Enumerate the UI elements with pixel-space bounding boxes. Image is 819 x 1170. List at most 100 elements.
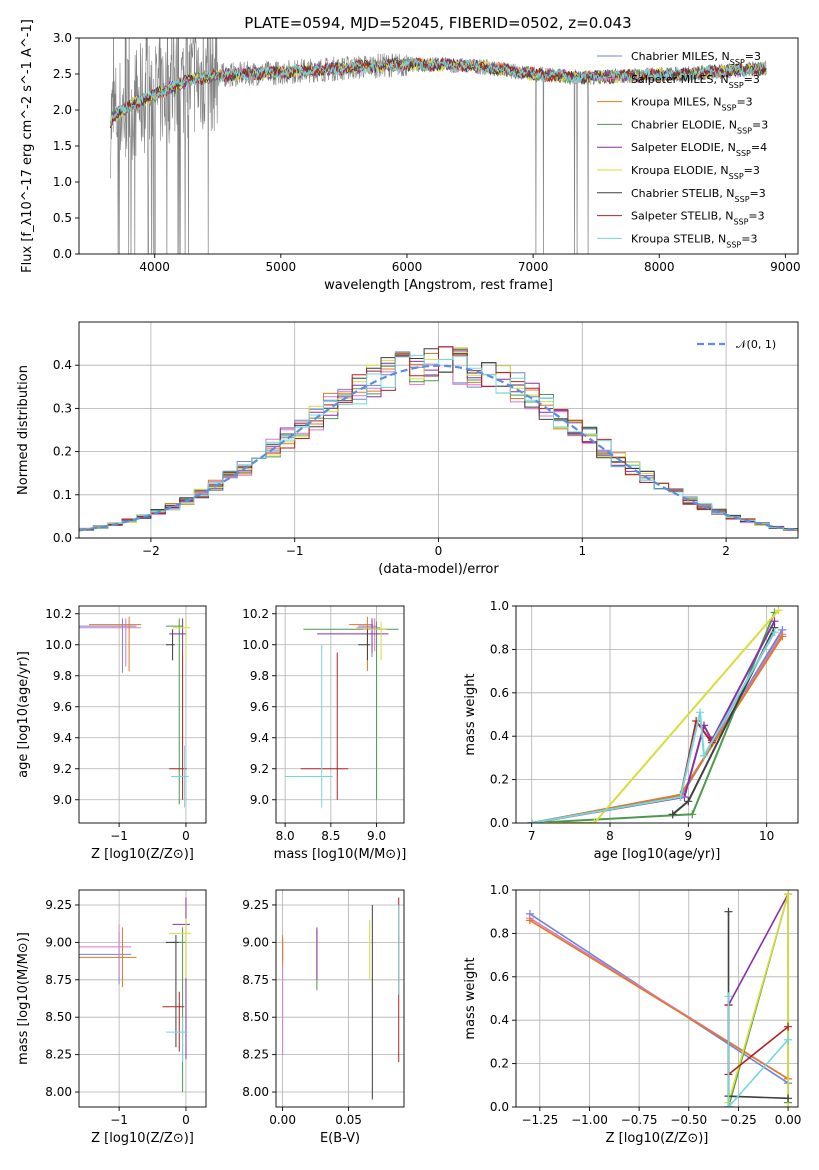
legend-nssp-sub: SSP — [736, 149, 751, 158]
x-tick-label: 9000 — [770, 260, 801, 274]
legend-model-name: Salpeter MILES — [631, 73, 713, 86]
x-axis-label: Z [log10(Z/Z⊙)] — [606, 1131, 709, 1146]
errorbar-point-5 — [172, 619, 190, 659]
series-line-2 — [529, 919, 789, 1080]
axes-frame — [515, 605, 799, 824]
errorbar-point-0 — [79, 931, 132, 985]
legend-nssp-eq: = — [751, 141, 760, 154]
series-marker — [724, 992, 733, 1001]
errorbar-point-8 — [171, 745, 189, 808]
y-tick-label: 9.0 — [250, 793, 269, 807]
series-marker — [778, 632, 787, 641]
series-marker — [784, 1022, 793, 1031]
y-tick-label: 0.0 — [490, 816, 509, 830]
y-tick-label: 0.2 — [490, 773, 509, 787]
residual-legend: 𝒩(0, 1) — [697, 338, 776, 351]
plot-area-age_vs_mass — [285, 616, 399, 808]
series-line-7 — [531, 631, 776, 823]
series-marker — [770, 628, 779, 637]
legend-entry: 𝒩(0, 1) — [736, 338, 776, 351]
errorbar-point-4 — [169, 618, 187, 653]
x-tick-label: 0 — [182, 1113, 190, 1127]
legend-nssp-value: 4 — [760, 141, 767, 154]
errorbar-point-0 — [79, 618, 137, 673]
x-axis-label: mass [log10(M/M⊙)] — [274, 847, 407, 862]
x-tick-label: 8.5 — [321, 829, 340, 843]
legend-nssp-prefix: , N — [722, 118, 737, 131]
legend-nssp-value: 3 — [761, 118, 768, 131]
legend-nssp-prefix: , N — [713, 73, 728, 86]
legend-model-name: Chabrier ELODIE — [631, 118, 722, 131]
legend-nssp-prefix: , N — [713, 164, 728, 177]
series-line-5 — [531, 609, 780, 823]
y-tick-label: 9.25 — [242, 898, 269, 912]
x-tick-label: −2 — [142, 544, 160, 558]
panel-mass_weight_vs_Z — [516, 889, 798, 1108]
y-tick-label: 0.4 — [53, 358, 72, 372]
legend-nssp-eq: = — [741, 232, 750, 245]
panel-age_vs_mass — [276, 606, 404, 823]
x-tick-label: 0.00 — [269, 1113, 296, 1127]
model-spectrum-7 — [110, 57, 767, 128]
errorbar-point-4 — [317, 618, 389, 653]
x-tick-label: −1 — [286, 544, 304, 558]
y-tick-label: 8.50 — [242, 1010, 269, 1024]
axes-mass_vs_ebv: 0.00 0.05 8.00 8.25 8.50 8.75 9.00 9.25 E(B-V) — [242, 889, 405, 1146]
legend-nssp-value: 3 — [750, 232, 757, 245]
legend-nssp-value: 3 — [753, 73, 760, 86]
y-tick-label: 9.00 — [45, 935, 72, 949]
plot-area-residuals — [79, 346, 798, 533]
y-tick-label: 0.6 — [490, 970, 509, 984]
x-tick-label: 0.00 — [775, 1113, 802, 1127]
legend-entry: Chabrier MILES, NSSP=3 — [631, 50, 761, 67]
legend-model-name: Salpeter STELIB — [631, 210, 718, 223]
panel-mass_vs_Z — [79, 890, 206, 1107]
x-tick-label: 9.0 — [367, 829, 386, 843]
plot-area-mass_vs_ebv — [282, 897, 400, 1100]
legend-nssp-prefix: , N — [719, 187, 734, 200]
y-tick-label: 1.5 — [53, 139, 72, 153]
x-tick-label: 0.05 — [335, 1113, 362, 1127]
y-tick-label: 9.6 — [53, 700, 72, 714]
y-tick-label: 0.2 — [53, 445, 72, 459]
x-tick-label: 9 — [685, 829, 693, 843]
series-line-3 — [531, 612, 776, 823]
y-tick-label: 0.5 — [53, 211, 72, 225]
y-tick-label: 0.2 — [490, 1057, 509, 1071]
x-axis-label: Z [log10(Z/Z⊙)] — [91, 847, 194, 862]
x-tick-label: 10 — [759, 829, 774, 843]
x-tick-label: 0 — [182, 829, 190, 843]
errorbar-point-6 — [165, 629, 175, 661]
y-tick-label: 0.6 — [490, 686, 509, 700]
y-axis-label: mass weight — [463, 957, 478, 1039]
series-marker — [784, 1035, 793, 1044]
x-tick-label: 8000 — [644, 260, 675, 274]
y-tick-label: 3.0 — [53, 31, 72, 45]
series-marker — [724, 907, 733, 916]
y-tick-label: 8.00 — [45, 1085, 72, 1099]
figure-title: PLATE=0594, MJD=52045, FIBERID=0502, z=0… — [244, 14, 631, 32]
plot-area-mass_vs_Z — [79, 897, 191, 1093]
series-marker — [774, 606, 783, 615]
axes-frame — [275, 889, 405, 1108]
errorbar-point-8 — [285, 644, 333, 808]
errorbar-point-6 — [358, 629, 371, 661]
errorbar-point-5 — [169, 918, 191, 979]
y-tick-label: 1.0 — [490, 883, 509, 897]
series-line-0 — [531, 629, 784, 823]
y-tick-label: 8.50 — [45, 1010, 72, 1024]
y-tick-label: 0.8 — [490, 926, 509, 940]
errorbar-point-7 — [162, 991, 185, 1052]
x-tick-label: −1 — [110, 829, 128, 843]
y-tick-label: 10.2 — [242, 607, 269, 621]
legend-model-name: Chabrier MILES — [631, 50, 715, 63]
legend-nssp-sub: SSP — [726, 240, 741, 249]
y-tick-label: 0.8 — [490, 642, 509, 656]
legend-nssp-value: 3 — [758, 210, 765, 223]
legend-nssp-sub: SSP — [733, 217, 748, 226]
y-tick-label: 8.75 — [45, 973, 72, 987]
y-axis-label: mass [log10(M/M⊙)] — [16, 932, 31, 1065]
x-axis-label: E(B-V) — [320, 1131, 360, 1146]
y-tick-label: 10.0 — [242, 638, 269, 652]
